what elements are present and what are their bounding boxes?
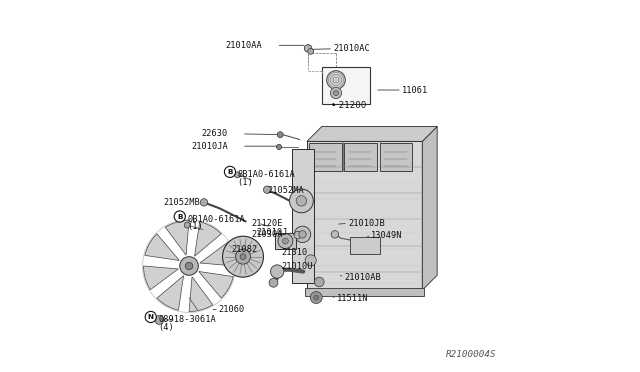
- Polygon shape: [157, 276, 184, 310]
- Bar: [307, 141, 422, 290]
- Circle shape: [223, 236, 264, 277]
- Circle shape: [184, 222, 190, 228]
- Circle shape: [330, 87, 342, 99]
- Text: 21010JA: 21010JA: [191, 142, 228, 151]
- Polygon shape: [189, 277, 213, 312]
- Text: 0B1A0-6161A: 0B1A0-6161A: [187, 215, 245, 224]
- Circle shape: [269, 278, 278, 287]
- Text: 21030A: 21030A: [251, 230, 283, 239]
- Bar: [380, 143, 412, 171]
- Text: 08918-3061A: 08918-3061A: [158, 315, 216, 324]
- Circle shape: [296, 196, 307, 206]
- Circle shape: [145, 311, 156, 323]
- Polygon shape: [145, 234, 179, 260]
- Text: B: B: [177, 214, 182, 219]
- Circle shape: [282, 238, 289, 244]
- Circle shape: [174, 211, 186, 222]
- Circle shape: [305, 45, 312, 52]
- Circle shape: [240, 254, 246, 260]
- Text: 21010J: 21010J: [256, 228, 287, 237]
- Circle shape: [264, 186, 271, 193]
- Text: 21010JB: 21010JB: [348, 219, 385, 228]
- Text: (1): (1): [187, 222, 203, 231]
- Circle shape: [331, 231, 339, 238]
- Circle shape: [333, 90, 339, 96]
- Circle shape: [294, 231, 301, 239]
- Polygon shape: [195, 222, 221, 256]
- Text: 21052MA: 21052MA: [267, 186, 304, 195]
- Bar: [309, 143, 342, 171]
- Polygon shape: [200, 242, 235, 266]
- Bar: [322, 67, 370, 104]
- Text: 22630: 22630: [202, 129, 228, 138]
- Circle shape: [180, 257, 198, 275]
- Circle shape: [225, 166, 236, 177]
- Text: 21010AA: 21010AA: [225, 41, 262, 50]
- Text: 21060: 21060: [219, 305, 245, 314]
- Circle shape: [278, 234, 293, 248]
- Text: (4): (4): [158, 323, 174, 332]
- Polygon shape: [143, 266, 179, 290]
- Text: 21082: 21082: [232, 246, 258, 254]
- Circle shape: [236, 249, 250, 264]
- Text: 21010U: 21010U: [281, 262, 312, 271]
- Bar: [349, 237, 380, 254]
- Text: • 21200: • 21200: [331, 101, 367, 110]
- Text: 11511N: 11511N: [337, 294, 368, 303]
- Circle shape: [305, 255, 316, 266]
- Text: 8B1A0-6161A: 8B1A0-6161A: [237, 170, 295, 179]
- Text: 13049N: 13049N: [371, 231, 403, 240]
- Circle shape: [314, 295, 319, 300]
- Circle shape: [155, 315, 164, 324]
- Polygon shape: [165, 220, 189, 255]
- Polygon shape: [199, 272, 234, 298]
- Bar: [275, 232, 296, 249]
- Circle shape: [234, 172, 241, 178]
- Bar: [305, 288, 424, 296]
- Bar: [344, 143, 377, 171]
- Text: B: B: [227, 169, 233, 175]
- Circle shape: [276, 144, 282, 150]
- Circle shape: [314, 277, 324, 287]
- Circle shape: [186, 262, 193, 270]
- Circle shape: [310, 292, 322, 304]
- Circle shape: [294, 226, 310, 243]
- Text: R2100004S: R2100004S: [446, 350, 497, 359]
- Circle shape: [277, 132, 283, 138]
- Circle shape: [299, 231, 306, 238]
- Circle shape: [271, 265, 284, 278]
- Text: N: N: [148, 314, 154, 320]
- Text: 21310: 21310: [281, 248, 307, 257]
- Circle shape: [289, 189, 314, 213]
- Text: (1): (1): [237, 178, 253, 187]
- Circle shape: [308, 48, 314, 54]
- Polygon shape: [422, 126, 437, 290]
- Circle shape: [200, 199, 207, 206]
- Text: 21052MB: 21052MB: [163, 198, 200, 207]
- Text: 11061: 11061: [402, 86, 428, 94]
- Text: 21010AB: 21010AB: [344, 273, 381, 282]
- Polygon shape: [307, 126, 437, 141]
- Bar: [292, 149, 314, 283]
- Text: 21010AC: 21010AC: [333, 44, 370, 53]
- Text: 21120E: 21120E: [251, 219, 283, 228]
- Circle shape: [326, 71, 346, 89]
